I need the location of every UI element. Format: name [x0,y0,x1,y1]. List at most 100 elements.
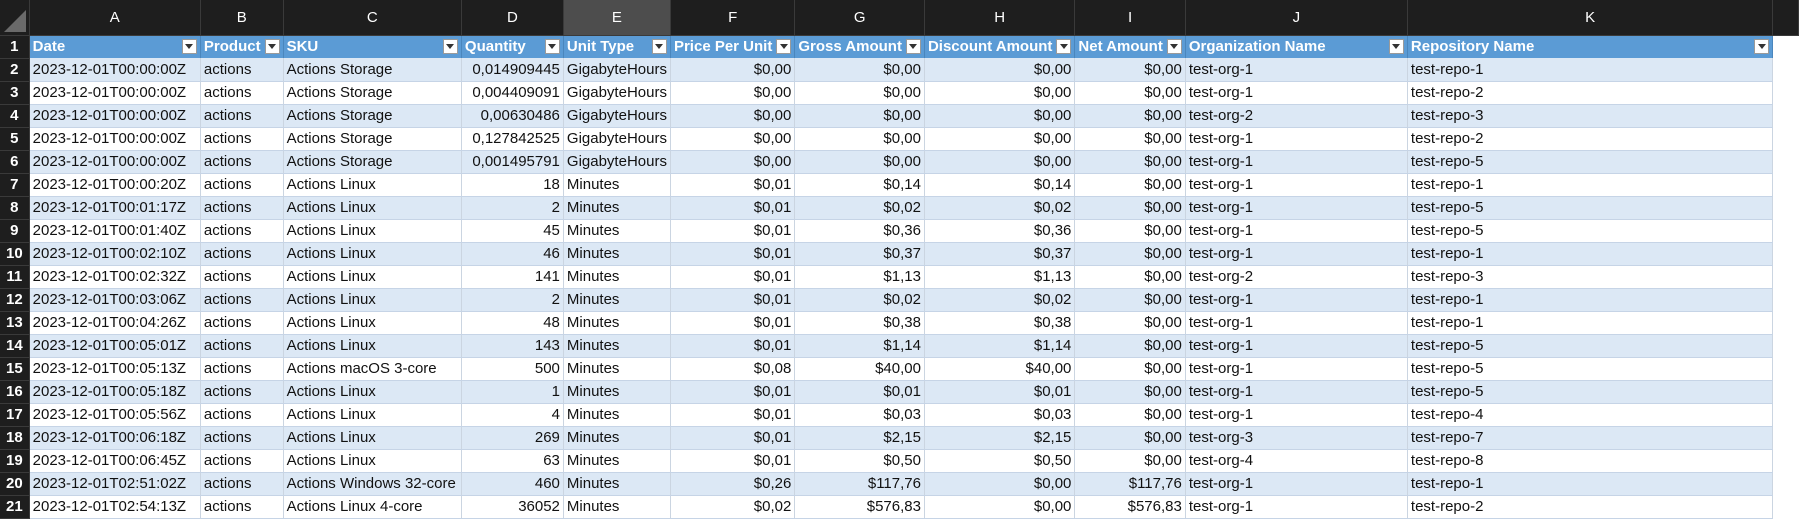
table-cell[interactable]: actions [200,81,284,105]
table-cell[interactable]: Actions Linux [283,219,462,243]
table-cell[interactable]: Actions Storage [283,104,462,128]
column-header-f[interactable]: F [670,0,796,36]
table-cell[interactable]: $1,14 [794,334,925,358]
table-cell[interactable]: $0,00 [1074,173,1186,197]
row-header[interactable]: 1 [0,35,30,59]
table-cell[interactable]: 0,001495791 [461,150,564,174]
table-cell[interactable]: $0,03 [794,403,925,427]
table-cell[interactable]: $0,00 [1074,150,1186,174]
table-cell[interactable]: test-repo-5 [1407,196,1774,220]
table-cell[interactable]: $0,00 [1074,219,1186,243]
column-header-a[interactable]: A [29,0,201,36]
table-cell[interactable]: Actions Linux [283,449,462,473]
table-cell[interactable]: actions [200,403,284,427]
table-cell[interactable]: test-org-2 [1185,265,1408,289]
table-cell[interactable]: $0,00 [1074,449,1186,473]
table-cell[interactable]: $0,26 [670,472,796,496]
table-cell[interactable]: Actions Linux 4-core [283,495,462,519]
table-cell[interactable]: $0,01 [670,426,796,450]
table-cell[interactable]: Actions Linux [283,334,462,358]
table-cell[interactable]: actions [200,357,284,381]
table-cell[interactable]: $0,00 [1074,196,1186,220]
table-cell[interactable]: 2023-12-01T00:01:17Z [29,196,201,220]
table-header-cell[interactable]: SKU [283,35,462,58]
table-cell[interactable]: 18 [461,173,564,197]
table-cell[interactable]: $0,14 [924,173,1076,197]
table-cell[interactable]: 460 [461,472,564,496]
table-cell[interactable]: test-org-1 [1185,219,1408,243]
filter-dropdown-button[interactable] [264,38,280,54]
empty-cell[interactable] [1772,127,1799,150]
table-cell[interactable]: $0,14 [794,173,925,197]
table-cell[interactable]: $0,01 [670,219,796,243]
table-cell[interactable]: Minutes [563,357,671,381]
row-header[interactable]: 6 [0,150,30,174]
table-cell[interactable]: 63 [461,449,564,473]
table-header-cell[interactable]: Discount Amount [924,35,1076,58]
table-cell[interactable]: Minutes [563,242,671,266]
table-cell[interactable]: test-repo-5 [1407,380,1774,404]
column-header-d[interactable]: D [461,0,564,36]
table-cell[interactable]: test-org-1 [1185,150,1408,174]
table-cell[interactable]: 2023-12-01T00:06:18Z [29,426,201,450]
table-cell[interactable]: actions [200,173,284,197]
table-cell[interactable]: test-repo-1 [1407,472,1774,496]
table-cell[interactable]: $2,15 [794,426,925,450]
table-cell[interactable]: actions [200,196,284,220]
table-cell[interactable]: test-repo-1 [1407,288,1774,312]
table-cell[interactable]: Minutes [563,311,671,335]
table-cell[interactable]: $0,08 [670,357,796,381]
column-header-k[interactable]: K [1407,0,1774,36]
table-header-cell[interactable]: Organization Name [1185,35,1408,58]
table-cell[interactable]: $2,15 [924,426,1076,450]
empty-cell[interactable] [1772,426,1799,449]
table-cell[interactable]: $117,76 [794,472,925,496]
row-header[interactable]: 5 [0,127,30,151]
row-header[interactable]: 12 [0,288,30,312]
table-cell[interactable]: $0,00 [1074,58,1186,82]
table-cell[interactable]: GigabyteHours [563,58,671,82]
table-cell[interactable]: actions [200,242,284,266]
table-cell[interactable]: $0,00 [670,127,796,151]
table-cell[interactable]: 2023-12-01T00:01:40Z [29,219,201,243]
table-cell[interactable]: test-repo-2 [1407,127,1774,151]
table-header-cell[interactable]: Date [29,35,201,58]
empty-cell[interactable] [1772,242,1799,265]
table-cell[interactable]: 2023-12-01T00:04:26Z [29,311,201,335]
table-cell[interactable]: $0,00 [1074,242,1186,266]
table-cell[interactable]: Actions Linux [283,196,462,220]
table-cell[interactable]: $0,01 [670,334,796,358]
table-cell[interactable]: test-org-4 [1185,449,1408,473]
table-cell[interactable]: 2023-12-01T00:00:20Z [29,173,201,197]
table-cell[interactable]: Actions Storage [283,127,462,151]
table-cell[interactable]: $0,01 [794,380,925,404]
table-cell[interactable]: test-org-1 [1185,403,1408,427]
table-cell[interactable]: test-org-1 [1185,357,1408,381]
table-cell[interactable]: $0,00 [924,127,1076,151]
table-cell[interactable]: 2023-12-01T00:02:32Z [29,265,201,289]
table-cell[interactable]: 45 [461,219,564,243]
table-cell[interactable]: $0,01 [670,242,796,266]
filter-dropdown-button[interactable] [1388,38,1404,54]
filter-dropdown-button[interactable] [1056,38,1072,54]
table-cell[interactable]: 2023-12-01T02:54:13Z [29,495,201,519]
table-cell[interactable]: Minutes [563,334,671,358]
filter-dropdown-button[interactable] [651,38,667,54]
table-cell[interactable]: $0,37 [924,242,1076,266]
filter-dropdown-button[interactable] [181,38,197,54]
table-cell[interactable]: $0,50 [794,449,925,473]
empty-cell[interactable] [1772,357,1799,380]
table-cell[interactable]: test-org-1 [1185,58,1408,82]
filter-dropdown-button[interactable] [544,38,560,54]
row-header[interactable]: 19 [0,449,30,473]
table-cell[interactable]: actions [200,472,284,496]
table-cell[interactable]: test-org-1 [1185,288,1408,312]
table-cell[interactable]: 2023-12-01T00:05:56Z [29,403,201,427]
table-cell[interactable]: Minutes [563,219,671,243]
table-cell[interactable]: test-org-1 [1185,173,1408,197]
table-cell[interactable]: $117,76 [1074,472,1186,496]
table-cell[interactable]: $0,37 [794,242,925,266]
table-cell[interactable]: $0,00 [1074,265,1186,289]
table-cell[interactable]: $0,00 [1074,311,1186,335]
table-cell[interactable]: test-repo-1 [1407,311,1774,335]
